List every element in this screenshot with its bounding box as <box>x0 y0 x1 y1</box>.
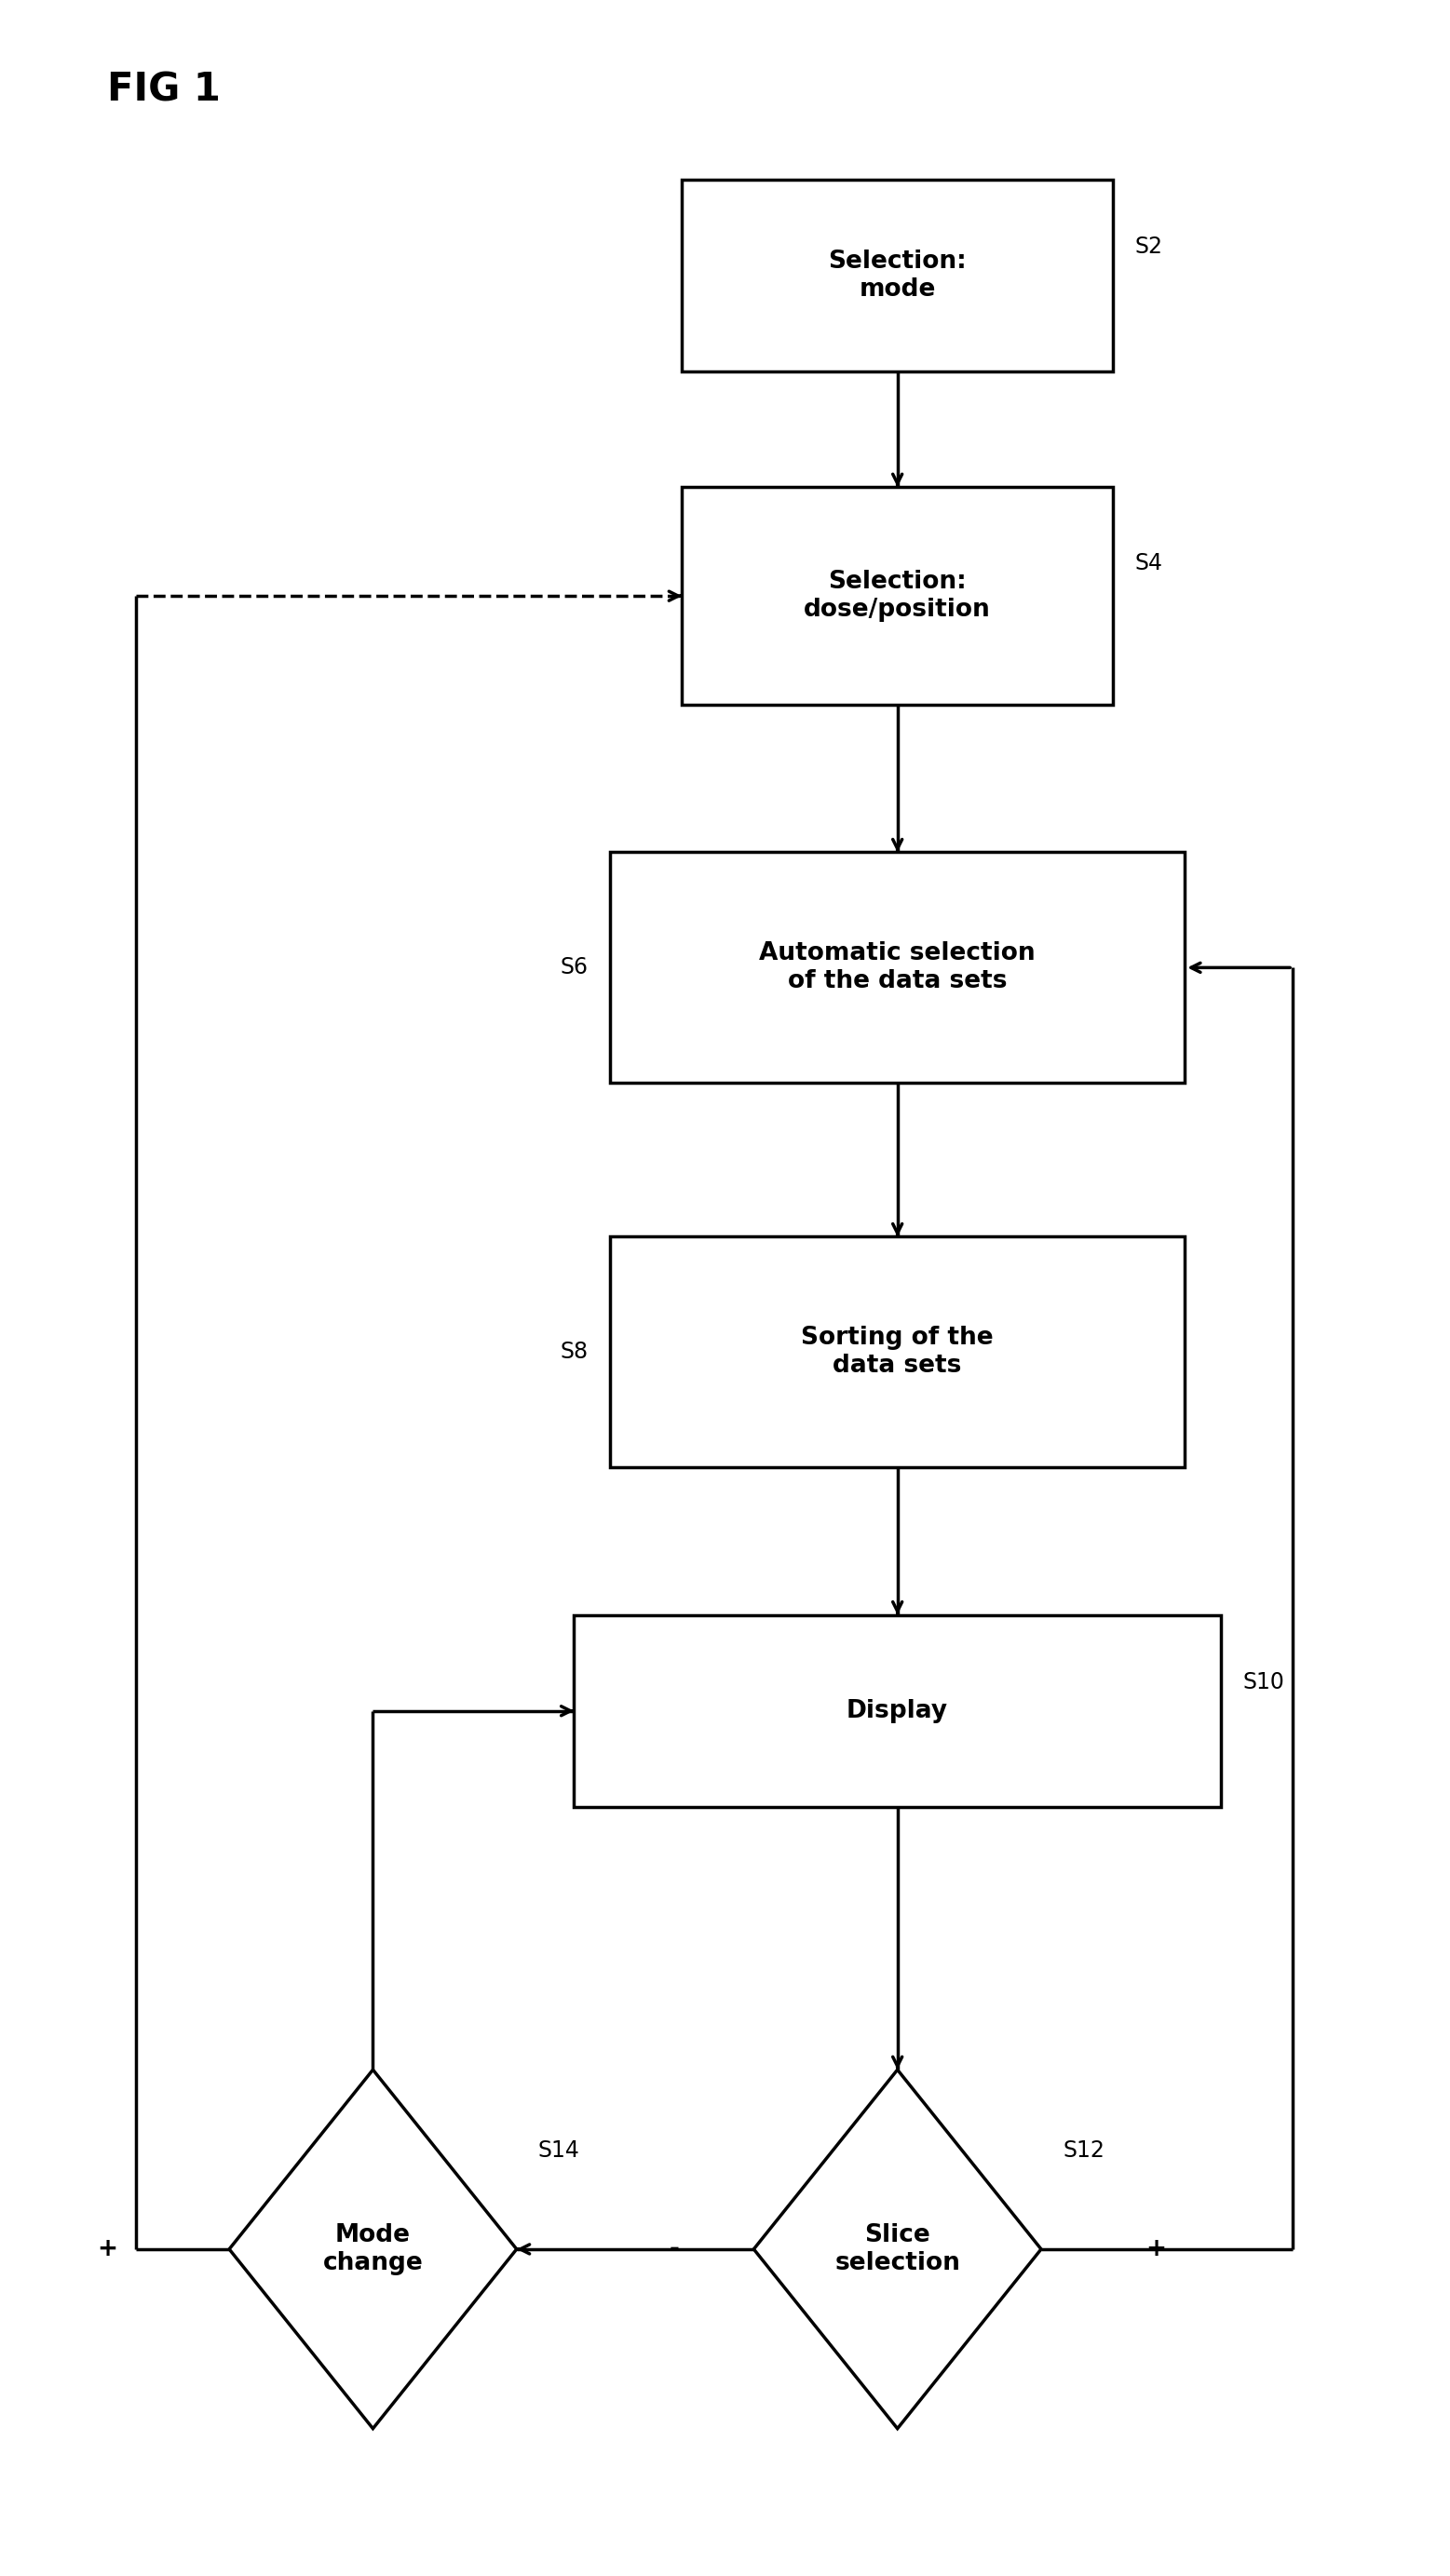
Polygon shape <box>754 2069 1041 2429</box>
Polygon shape <box>229 2069 516 2429</box>
Text: S4: S4 <box>1134 551 1163 574</box>
Text: Display: Display <box>847 1698 948 1723</box>
Text: -: - <box>670 2236 680 2262</box>
Text: Mode
change: Mode change <box>323 2223 423 2275</box>
Text: FIG 1: FIG 1 <box>107 70 220 111</box>
Text: S6: S6 <box>561 956 589 979</box>
Text: Sorting of the
data sets: Sorting of the data sets <box>802 1327 993 1378</box>
Text: Selection:
mode: Selection: mode <box>828 250 967 301</box>
Text: +: + <box>97 2236 117 2262</box>
FancyBboxPatch shape <box>682 180 1114 371</box>
Text: S12: S12 <box>1063 2138 1105 2161</box>
FancyBboxPatch shape <box>574 1615 1221 1806</box>
FancyBboxPatch shape <box>682 487 1114 706</box>
Text: S2: S2 <box>1134 234 1163 258</box>
Text: +: + <box>1146 2236 1166 2262</box>
Text: S10: S10 <box>1243 1672 1285 1692</box>
FancyBboxPatch shape <box>610 1236 1185 1468</box>
Text: Slice
selection: Slice selection <box>835 2223 960 2275</box>
Text: Selection:
dose/position: Selection: dose/position <box>803 569 990 621</box>
Text: S14: S14 <box>538 2138 580 2161</box>
Text: S8: S8 <box>560 1342 589 1363</box>
FancyBboxPatch shape <box>610 853 1185 1082</box>
Text: Automatic selection
of the data sets: Automatic selection of the data sets <box>760 943 1035 994</box>
